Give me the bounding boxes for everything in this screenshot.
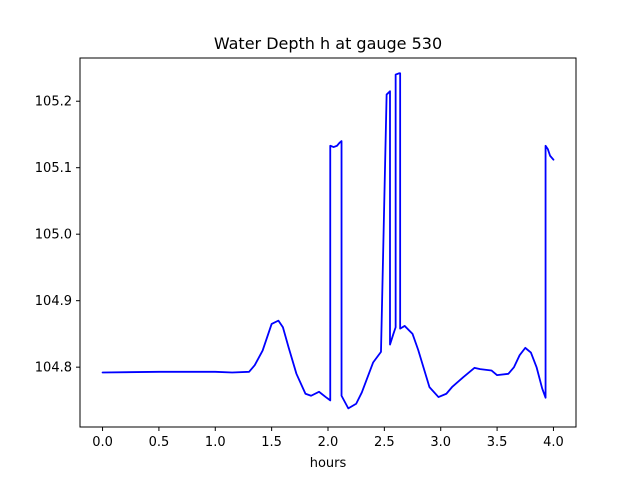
x-tick-label: 2.5 bbox=[374, 435, 395, 450]
chart-title: Water Depth h at gauge 530 bbox=[214, 34, 442, 53]
plot-area bbox=[101, 72, 555, 410]
x-tick-label: 0.0 bbox=[92, 435, 113, 450]
x-tick-label: 1.5 bbox=[261, 435, 282, 450]
x-tick-label: 0.5 bbox=[149, 435, 170, 450]
y-tick-label: 105.0 bbox=[35, 228, 72, 243]
plot-frame bbox=[79, 57, 577, 428]
y-tick-label: 105.2 bbox=[35, 95, 72, 110]
y-axis: 104.8 104.9 105.0 105.1 105.2 bbox=[35, 95, 80, 376]
y-tick-label: 104.9 bbox=[35, 294, 72, 309]
y-tick-label: 105.1 bbox=[35, 161, 72, 176]
x-axis: 0.0 0.5 1.0 1.5 2.0 2.5 3.0 3.5 4.0 bbox=[92, 427, 564, 450]
x-tick-label: 2.0 bbox=[318, 435, 339, 450]
series-line bbox=[101, 72, 555, 410]
x-tick-label: 4.0 bbox=[543, 435, 564, 450]
x-axis-label: hours bbox=[310, 456, 347, 471]
y-tick-label: 104.8 bbox=[35, 361, 72, 376]
x-tick-label: 1.0 bbox=[205, 435, 226, 450]
x-tick-label: 3.5 bbox=[487, 435, 508, 450]
x-tick-label: 3.0 bbox=[430, 435, 451, 450]
